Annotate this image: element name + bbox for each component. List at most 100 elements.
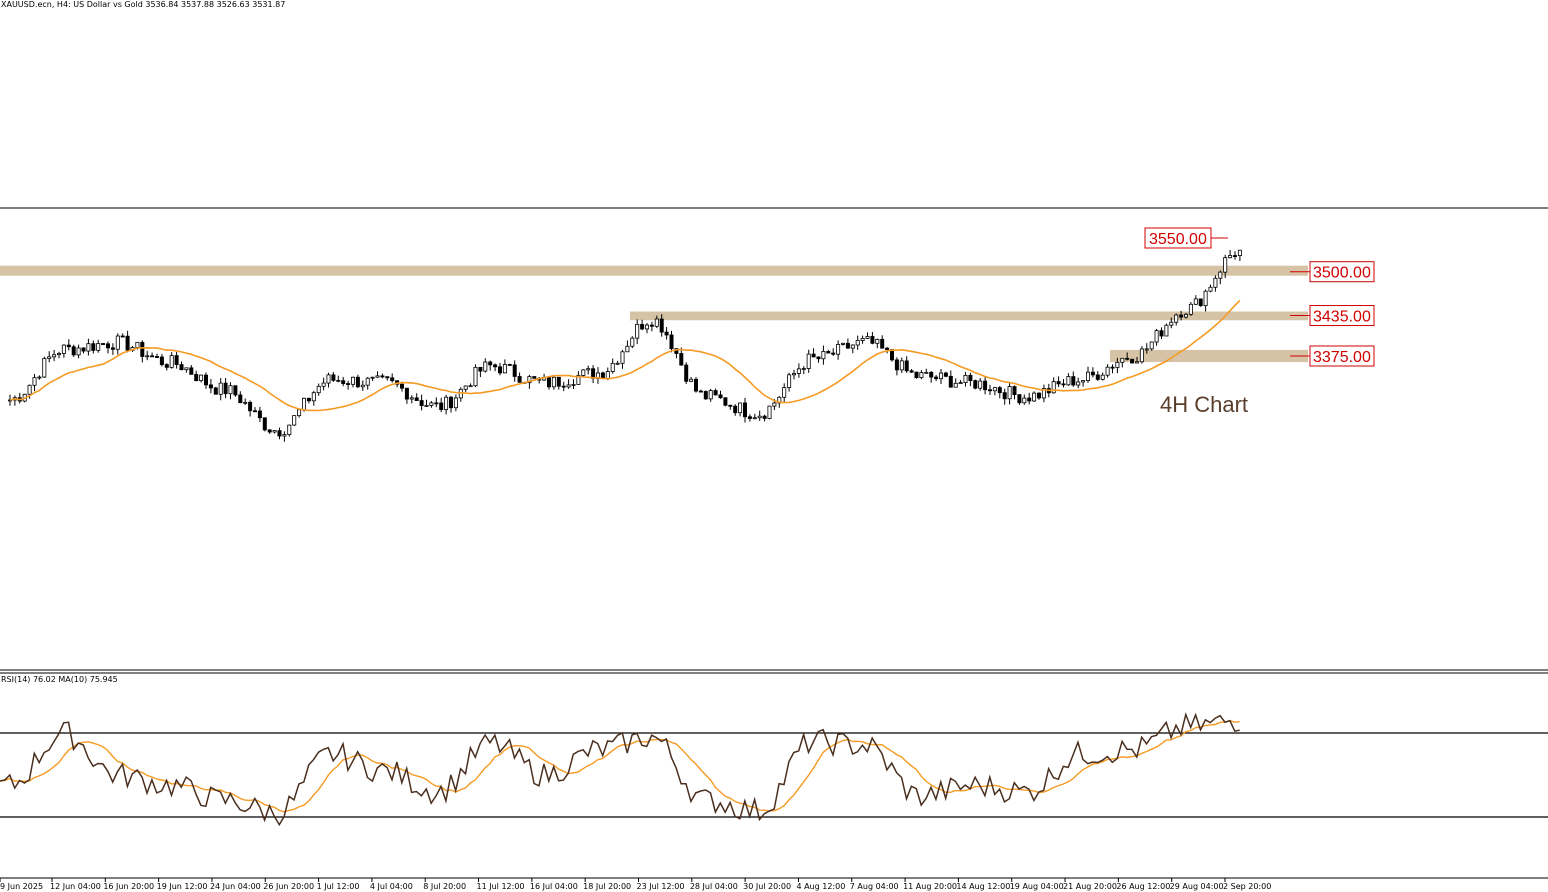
candle (497, 362, 502, 376)
candle (684, 362, 689, 384)
zone-1 (630, 311, 1308, 321)
candle (1135, 356, 1140, 364)
candle (1218, 270, 1223, 285)
time-tick-label: 4 Jul 04:00 (370, 882, 413, 891)
candle (91, 340, 96, 354)
candle (390, 373, 395, 383)
candle (120, 333, 125, 338)
candle (419, 394, 424, 411)
candle (591, 365, 596, 384)
candle (404, 387, 409, 404)
levels-layer: 3550.00 3500.00 3435.00 3375.00 (1144, 227, 1375, 367)
candle (179, 361, 184, 371)
candle (1208, 284, 1213, 293)
time-tick-label: 30 Jul 20:00 (743, 882, 791, 891)
time-tick-label: 28 Jul 04:00 (690, 882, 738, 891)
candle (1139, 346, 1144, 364)
candle (953, 378, 958, 388)
candle (1090, 367, 1095, 378)
candle (429, 401, 434, 408)
time-tick-label: 19 Aug 04:00 (1010, 882, 1064, 891)
candle (610, 358, 615, 374)
time-tick-label: 21 Aug 20:00 (1063, 882, 1117, 891)
candle (880, 335, 885, 349)
level-3550-00: 3550.00 (1144, 227, 1228, 249)
candle (375, 371, 380, 378)
candle (164, 363, 169, 371)
candle (238, 391, 243, 404)
candle (948, 370, 953, 388)
candle (297, 408, 302, 418)
candle (841, 342, 846, 346)
candle (752, 413, 757, 420)
candle (743, 397, 748, 423)
candle (924, 368, 929, 374)
candle (1149, 341, 1154, 351)
candle (615, 360, 620, 365)
candle (1056, 376, 1061, 387)
candle (1066, 373, 1071, 386)
candle (1027, 392, 1032, 405)
candle (1198, 298, 1203, 307)
candle (625, 340, 630, 353)
time-tick-label: 18 Jul 20:00 (583, 882, 631, 891)
candle (973, 379, 978, 390)
candle (1174, 313, 1179, 326)
candle (796, 363, 801, 378)
time-tick-label: 8 Jul 20:00 (423, 882, 466, 891)
candle (203, 372, 208, 389)
candle (1237, 249, 1242, 261)
candle (434, 397, 439, 408)
candle (458, 387, 463, 402)
candle (757, 410, 762, 421)
candle (801, 366, 806, 375)
candle (596, 367, 601, 384)
candle (904, 356, 909, 373)
candle (708, 388, 713, 402)
time-tick-label: 4 Aug 12:00 (796, 882, 845, 891)
candle (1100, 372, 1105, 381)
candle (228, 382, 233, 400)
time-tick-label: 7 Aug 04:00 (850, 882, 899, 891)
candle (47, 351, 52, 363)
candle (365, 377, 370, 390)
candle (76, 344, 81, 359)
candle (899, 357, 904, 374)
candle (1012, 385, 1017, 400)
candle (586, 365, 591, 375)
candle (1125, 352, 1130, 361)
candle (997, 385, 1002, 399)
candle (978, 377, 983, 391)
zones-layer (0, 265, 1308, 363)
candle (1159, 327, 1164, 339)
candle (855, 335, 860, 350)
candle (444, 394, 449, 415)
candle (223, 377, 228, 399)
candle (125, 330, 130, 353)
candle (958, 380, 963, 385)
candle (473, 364, 478, 388)
time-tick-label: 19 Jun 12:00 (157, 882, 208, 891)
candle (532, 376, 537, 379)
candle (576, 371, 581, 385)
candle (792, 369, 797, 380)
candle (1144, 343, 1149, 354)
candle (782, 383, 787, 403)
candle (184, 367, 189, 373)
candle (483, 358, 488, 373)
level-3500-00: 3500.00 (1290, 261, 1375, 283)
candle (1193, 295, 1198, 306)
candle (243, 398, 248, 405)
candle (821, 345, 826, 365)
candle (233, 385, 238, 397)
candle (1007, 382, 1012, 405)
candle (992, 387, 997, 396)
candle (1169, 317, 1174, 329)
candle (894, 357, 899, 376)
candle (1051, 377, 1056, 394)
time-tick-label: 2 Sep 20:00 (1223, 882, 1271, 891)
candle (145, 350, 150, 361)
candle (581, 369, 586, 378)
candle (689, 377, 694, 383)
candle (1002, 388, 1007, 405)
